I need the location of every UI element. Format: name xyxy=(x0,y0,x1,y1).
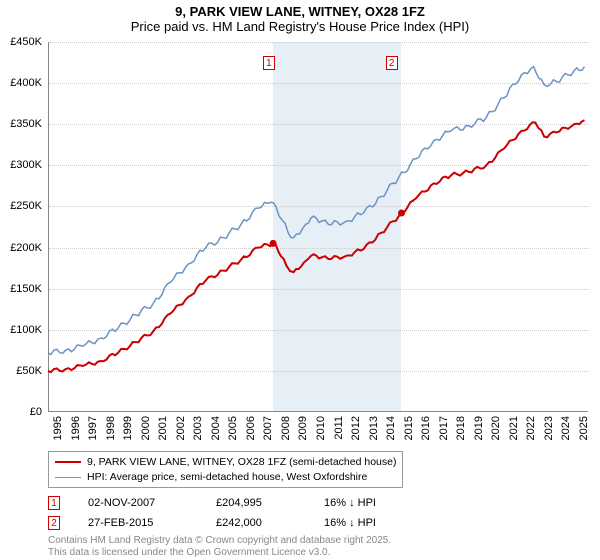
title-main: 9, PARK VIEW LANE, WITNEY, OX28 1FZ xyxy=(0,4,600,19)
footer-line2: This data is licensed under the Open Gov… xyxy=(48,547,391,559)
series-price_paid xyxy=(48,120,585,372)
x-tick-label: 2025 xyxy=(578,416,590,440)
x-tick-label: 1997 xyxy=(87,416,99,440)
sale-marker-icon: 2 xyxy=(48,516,60,530)
x-tick-label: 2012 xyxy=(350,416,362,440)
y-tick-label: £100K xyxy=(10,324,42,336)
chart-container: 9, PARK VIEW LANE, WITNEY, OX28 1FZ Pric… xyxy=(0,0,600,560)
sale-date: 02-NOV-2007 xyxy=(88,497,188,509)
footer: Contains HM Land Registry data © Crown c… xyxy=(48,535,391,558)
x-tick-label: 2016 xyxy=(420,416,432,440)
x-tick-label: 2009 xyxy=(297,416,309,440)
y-tick-label: £250K xyxy=(10,200,42,212)
legend-swatch xyxy=(55,477,81,478)
sale-price: £204,995 xyxy=(216,497,296,509)
x-tick-label: 1995 xyxy=(52,416,64,440)
x-tick-label: 2000 xyxy=(140,416,152,440)
sales-table: 1 02-NOV-2007 £204,995 16% ↓ HPI 2 27-FEB-201… xyxy=(48,493,376,533)
sale-date: 27-FEB-2015 xyxy=(88,517,188,529)
x-tick-label: 2013 xyxy=(368,416,380,440)
y-tick-label: £50K xyxy=(16,365,42,377)
x-tick-label: 2020 xyxy=(490,416,502,440)
y-tick-label: £350K xyxy=(10,118,42,130)
y-tick-label: £0 xyxy=(30,406,42,418)
y-tick-label: £450K xyxy=(10,36,42,48)
x-tick-label: 2017 xyxy=(438,416,450,440)
x-tick-label: 1998 xyxy=(105,416,117,440)
x-tick-label: 2021 xyxy=(508,416,520,440)
x-tick-label: 2024 xyxy=(560,416,572,440)
x-tick-label: 2022 xyxy=(525,416,537,440)
sale-price: £242,000 xyxy=(216,517,296,529)
y-tick-label: £150K xyxy=(10,283,42,295)
sale-delta: 16% ↓ HPI xyxy=(324,497,376,509)
sale-point xyxy=(398,210,405,217)
x-tick-label: 2005 xyxy=(227,416,239,440)
y-tick-label: £300K xyxy=(10,159,42,171)
legend: 9, PARK VIEW LANE, WITNEY, OX28 1FZ (sem… xyxy=(48,451,403,488)
x-tick-label: 2007 xyxy=(262,416,274,440)
legend-row: HPI: Average price, semi-detached house,… xyxy=(55,470,396,485)
x-tick-label: 2003 xyxy=(192,416,204,440)
chart-marker: 2 xyxy=(386,56,398,70)
x-tick-label: 2010 xyxy=(315,416,327,440)
y-tick-label: £200K xyxy=(10,242,42,254)
sale-delta: 16% ↓ HPI xyxy=(324,517,376,529)
sale-row: 1 02-NOV-2007 £204,995 16% ↓ HPI xyxy=(48,493,376,513)
series-hpi xyxy=(48,67,585,355)
x-tick-label: 1996 xyxy=(70,416,82,440)
x-tick-label: 2015 xyxy=(403,416,415,440)
x-tick-label: 1999 xyxy=(122,416,134,440)
sale-point xyxy=(270,240,277,247)
titles: 9, PARK VIEW LANE, WITNEY, OX28 1FZ Pric… xyxy=(0,0,600,34)
legend-label: 9, PARK VIEW LANE, WITNEY, OX28 1FZ (sem… xyxy=(87,455,396,470)
sale-row: 2 27-FEB-2015 £242,000 16% ↓ HPI xyxy=(48,513,376,533)
x-tick-label: 2018 xyxy=(455,416,467,440)
y-tick-label: £400K xyxy=(10,77,42,89)
x-tick-label: 2011 xyxy=(333,416,345,440)
chart-area: £0£50K£100K£150K£200K£250K£300K£350K£400… xyxy=(48,42,588,412)
legend-label: HPI: Average price, semi-detached house,… xyxy=(87,470,367,485)
x-tick-label: 2014 xyxy=(385,416,397,440)
sale-marker-icon: 1 xyxy=(48,496,60,510)
x-tick-label: 2001 xyxy=(157,416,169,440)
chart-marker: 1 xyxy=(263,56,275,70)
chart-svg xyxy=(48,42,588,412)
title-sub: Price paid vs. HM Land Registry's House … xyxy=(0,19,600,34)
legend-row: 9, PARK VIEW LANE, WITNEY, OX28 1FZ (sem… xyxy=(55,455,396,470)
x-tick-label: 2008 xyxy=(280,416,292,440)
legend-swatch xyxy=(55,461,81,463)
x-tick-label: 2004 xyxy=(210,416,222,440)
x-tick-label: 2023 xyxy=(543,416,555,440)
x-tick-label: 2019 xyxy=(473,416,485,440)
x-tick-label: 2006 xyxy=(245,416,257,440)
footer-line1: Contains HM Land Registry data © Crown c… xyxy=(48,535,391,547)
x-tick-label: 2002 xyxy=(175,416,187,440)
